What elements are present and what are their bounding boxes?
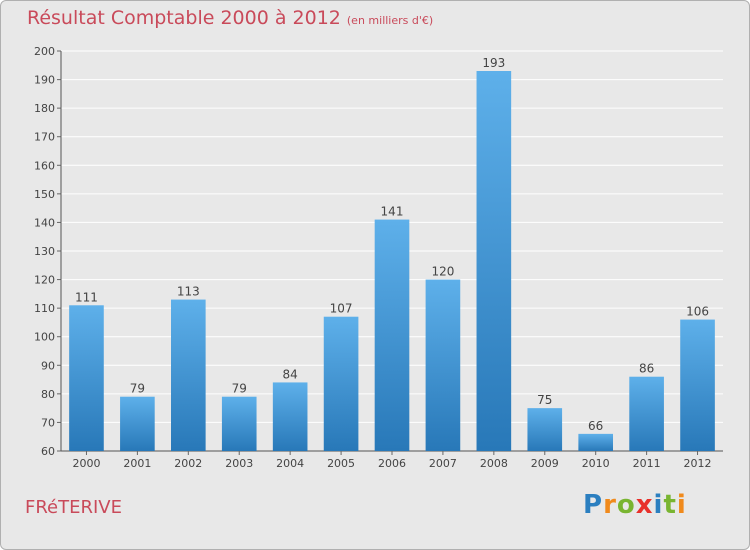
y-tick-label: 120 [34,274,55,287]
data-label: 113 [177,285,200,299]
x-tick-label: 2004 [276,457,304,470]
bar-2012 [680,319,715,451]
x-tick-label: 2009 [531,457,559,470]
logo-letter: t [663,490,677,520]
chart-title-block: Résultat Comptable 2000 à 2012 (en millie… [27,7,433,29]
x-tick-label: 2003 [225,457,253,470]
x-tick-label: 2006 [378,457,406,470]
x-tick-label: 2012 [684,457,712,470]
y-tick-label: 200 [34,45,55,58]
x-tick-label: 2005 [327,457,355,470]
y-tick-label: 150 [34,188,55,201]
logo-letter: r [603,490,617,520]
x-tick-label: 2011 [633,457,661,470]
y-tick-label: 170 [34,131,55,144]
bar-2003 [221,396,257,451]
data-label: 84 [283,367,298,381]
y-tick-label: 100 [34,331,55,344]
data-labels: 111 79 113 79 84 107 141 120 193 75 66 86 106 [75,56,709,433]
y-tick-label: 80 [41,388,55,401]
y-tick-label: 140 [34,216,55,229]
x-tick-label: 2001 [123,457,151,470]
x-tick-label: 2010 [582,457,610,470]
x-tick-label: 2008 [480,457,508,470]
x-tick-label: 2002 [174,457,202,470]
data-label: 106 [686,305,709,319]
logo-letter: x [635,490,654,520]
data-label: 79 [232,382,247,396]
y-tick-label: 130 [34,245,55,258]
bar-2004 [272,382,308,451]
data-label: 75 [537,393,552,407]
data-label: 107 [330,302,353,316]
logo-letter: i [653,490,664,520]
bar-2011 [629,376,664,451]
data-label: 79 [130,382,145,396]
data-label: 86 [639,362,654,376]
y-tick-label: 90 [41,359,55,372]
x-tick-label: 2000 [72,457,100,470]
chart-title: Résultat Comptable 2000 à 2012 [27,7,341,29]
y-tick-label: 160 [34,159,55,172]
bar-2001 [120,396,155,451]
bar-2007 [425,279,461,451]
logo-letter: i [676,490,687,520]
proxiti-logo: Proxiti [583,490,687,520]
commune-name: FRéTERIVE [25,497,122,518]
y-tick-label: 60 [41,445,55,458]
bar-2010 [578,433,614,451]
y-tick-label: 190 [34,74,55,87]
bar-2000 [69,305,104,451]
bar-2009 [527,408,563,451]
data-label: 193 [482,56,505,70]
data-label: 120 [431,265,454,279]
data-label: 141 [381,205,404,219]
bar-2002 [170,299,206,451]
bar-2008 [476,71,512,451]
logo-letter: o [616,490,636,520]
x-tick-label: 2007 [429,457,457,470]
bar-2005 [323,316,359,451]
y-tick-label: 180 [34,102,55,115]
bars [69,71,715,451]
y-tick-label: 70 [41,416,55,429]
x-tick-labels: 2000 2001 2002 2003 2004 2005 2006 2007 2008 2009… [72,451,712,470]
logo-letter: P [583,490,604,520]
bar-2006 [374,219,410,451]
chart-subtitle: (en milliers d'€) [346,14,434,27]
y-tick-labels: 60 70 80 90 100 110 120 130 140 150 160 170 180 190 20… [34,45,55,458]
data-label: 111 [75,290,98,304]
data-label: 66 [588,419,603,433]
y-tick-label: 110 [34,302,55,315]
